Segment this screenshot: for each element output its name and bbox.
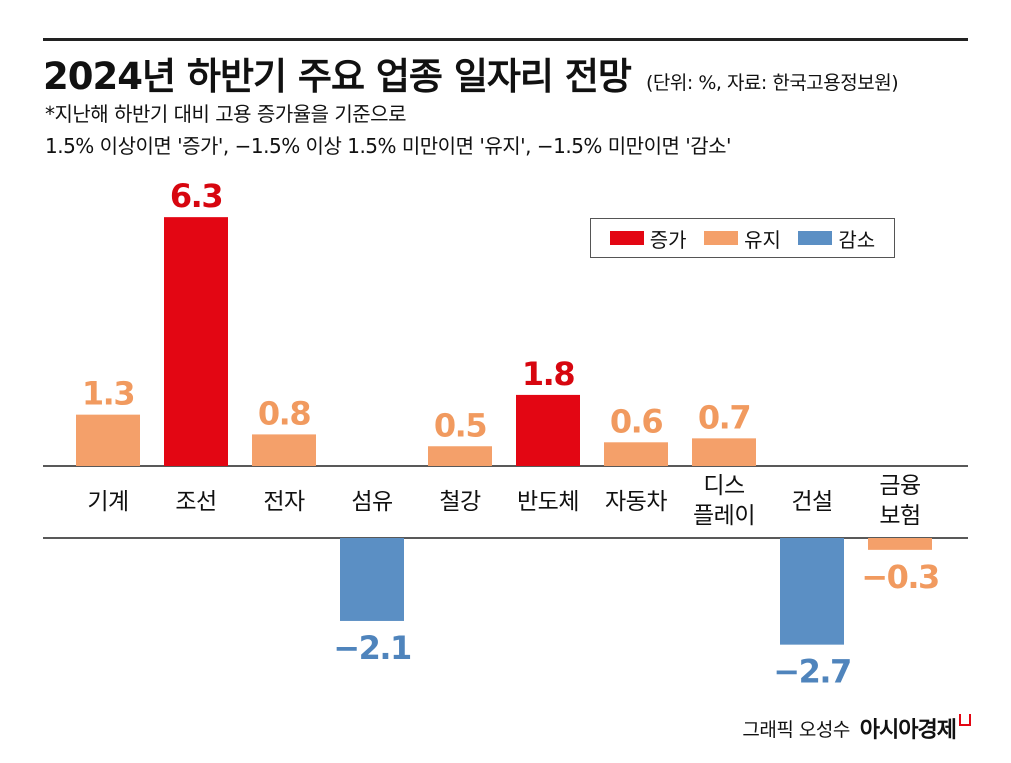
bar [428, 446, 492, 466]
data-label: 1.3 [82, 375, 134, 413]
legend-swatch-increase [609, 231, 644, 245]
legend-label-maintain: 유지 [744, 227, 781, 252]
unit-source: (단위: %, 자료: 한국고용정보원) [646, 72, 899, 94]
category-label: 섬유 [351, 489, 392, 515]
category-label: 자동차 [605, 489, 667, 515]
bar [340, 538, 404, 621]
credit: 그래픽 오성수 아시아경제 [742, 712, 971, 744]
data-label: 0.8 [258, 394, 310, 432]
category-label: 기계 [87, 489, 128, 515]
bar [516, 394, 580, 466]
legend-swatch-decrease [798, 231, 833, 245]
data-label: −0.3 [861, 558, 939, 596]
legend-item-decrease: 감소 [798, 224, 875, 253]
category-label: 플레이 [693, 503, 755, 529]
data-label: 0.5 [434, 406, 486, 444]
chart-title: 2024년 하반기 주요 업종 일자리 전망 [43, 55, 632, 98]
category-label: 반도체 [517, 489, 579, 515]
bar [76, 414, 140, 466]
graphic-credit: 그래픽 오성수 [742, 718, 850, 741]
publisher-logo: 아시아경제 [859, 718, 957, 743]
category-label: 금융 [879, 473, 920, 499]
legend: 증가 유지 감소 [590, 218, 895, 258]
data-label: 6.3 [170, 177, 222, 215]
data-label: −2.7 [773, 653, 851, 691]
data-label: 1.8 [522, 355, 574, 393]
publisher-logo-mark [959, 714, 971, 726]
criteria-note-line2: 1.5% 이상이면 '증가', −1.5% 이상 1.5% 미만이면 '유지',… [45, 134, 732, 158]
data-label: 0.7 [698, 398, 750, 436]
data-label: 0.6 [610, 402, 662, 440]
criteria-note-line1: *지난해 하반기 대비 고용 증가율을 기준으로 [45, 102, 407, 126]
bar [252, 434, 316, 466]
legend-item-maintain: 유지 [704, 224, 781, 253]
legend-label-decrease: 감소 [838, 227, 876, 252]
bar [692, 438, 756, 466]
legend-swatch-maintain [704, 231, 739, 245]
bar [604, 442, 668, 466]
legend-label-increase: 증가 [649, 227, 687, 252]
data-label: −2.1 [333, 629, 411, 667]
bar [164, 217, 228, 466]
category-label: 보험 [879, 503, 920, 529]
category-label: 조선 [175, 489, 216, 515]
category-label: 건설 [791, 489, 832, 515]
category-label: 철강 [439, 489, 481, 515]
bar [868, 538, 932, 550]
category-label: 디스 [703, 473, 744, 499]
legend-item-increase: 증가 [609, 224, 687, 253]
top-rule [43, 38, 968, 41]
bar [780, 538, 844, 645]
header: 2024년 하반기 주요 업종 일자리 전망 (단위: %, 자료: 한국고용정… [43, 46, 899, 100]
category-label: 전자 [263, 489, 305, 515]
